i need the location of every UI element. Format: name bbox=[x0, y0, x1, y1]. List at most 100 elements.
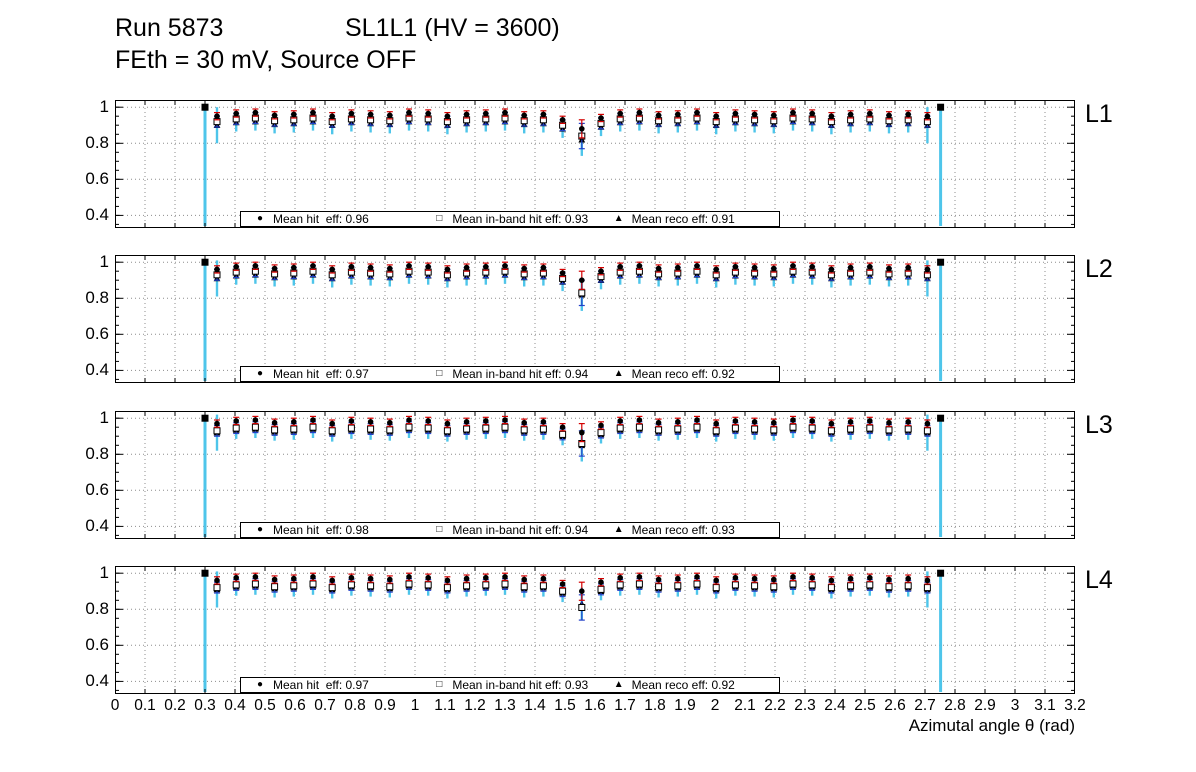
legend-label: Mean reco eff: 0.92 bbox=[631, 367, 735, 381]
legend-label: Mean hit eff: 0.97 bbox=[273, 367, 369, 381]
open-square-icon: □ bbox=[436, 524, 443, 535]
legend-entry: ● Mean hit eff: 0.97 bbox=[241, 367, 420, 381]
y-tick-label: 0.6 bbox=[85, 169, 109, 188]
legend-label: Mean in-band hit eff: 0.93 bbox=[452, 212, 589, 226]
x-tick-label: 0.5 bbox=[254, 697, 276, 714]
y-tick-label: 0.6 bbox=[85, 480, 109, 499]
panel-label-l1: L1 bbox=[1085, 100, 1113, 128]
y-tick-label: 0.4 bbox=[85, 360, 109, 379]
x-tick-label: 0.1 bbox=[134, 697, 156, 714]
x-tick-label: 1.8 bbox=[644, 697, 666, 714]
x-tick-label: 3 bbox=[1010, 697, 1020, 714]
open-square-icon: □ bbox=[436, 213, 443, 224]
efficiency-panel-l4: 1 0.8 0.6 0.4 ● Mean hit eff: 0.97 □ Mean … bbox=[85, 563, 1113, 694]
y-tick-label: 0.6 bbox=[85, 635, 109, 654]
title-chamber: SL1L1 (HV = 3600) bbox=[345, 14, 560, 42]
x-tick-label: 1 bbox=[410, 697, 420, 714]
y-tick-label: 0.4 bbox=[85, 516, 109, 535]
x-tick-label: 2.6 bbox=[884, 697, 906, 714]
y-tick-label: 0.4 bbox=[85, 205, 109, 224]
x-tick-label: 2.1 bbox=[734, 697, 756, 714]
x-tick-label: 2.4 bbox=[824, 697, 846, 714]
legend-l4: ● Mean hit eff: 0.97 □ Mean in-band hit ef… bbox=[240, 677, 780, 693]
legend-entry: □ Mean in-band hit eff: 0.93 bbox=[420, 212, 599, 226]
filled-triangle-icon: ▲ bbox=[613, 524, 624, 535]
x-tick-label: 0.2 bbox=[164, 697, 186, 714]
efficiency-panel-l2: 1 0.8 0.6 0.4 ● Mean hit eff: 0.97 □ Mean … bbox=[85, 252, 1113, 383]
filled-triangle-icon: ▲ bbox=[613, 213, 624, 224]
y-tick-label: 0.8 bbox=[85, 288, 109, 307]
efficiency-panel-l1: 1 0.8 0.6 0.4 ● Mean hit eff: 0.96 □ Mean … bbox=[85, 97, 1113, 228]
y-tick-label: 0.6 bbox=[85, 324, 109, 343]
panel-label-l2: L2 bbox=[1085, 255, 1113, 283]
legend-entry: ▲ Mean reco eff: 0.93 bbox=[600, 523, 779, 537]
x-tick-label: 1.9 bbox=[674, 697, 696, 714]
legend-entry: ▲ Mean reco eff: 0.92 bbox=[600, 678, 779, 692]
x-tick-label: 1.6 bbox=[584, 697, 606, 714]
plot-area-l4 bbox=[115, 566, 1075, 694]
legend-entry: ▲ Mean reco eff: 0.91 bbox=[600, 212, 779, 226]
legend-label: Mean reco eff: 0.92 bbox=[631, 678, 735, 692]
legend-label: Mean in-band hit eff: 0.94 bbox=[452, 523, 589, 537]
legend-l2: ● Mean hit eff: 0.97 □ Mean in-band hit ef… bbox=[240, 366, 780, 382]
filled-triangle-icon: ▲ bbox=[613, 679, 624, 690]
plot-area-l3 bbox=[115, 411, 1075, 539]
x-tick-label: 2.5 bbox=[854, 697, 876, 714]
legend-entry: ▲ Mean reco eff: 0.92 bbox=[600, 367, 779, 381]
legend-label: Mean reco eff: 0.91 bbox=[631, 212, 735, 226]
y-tick-label: 1 bbox=[99, 97, 109, 116]
x-tick-label: 0.7 bbox=[314, 697, 336, 714]
efficiency-panel-l3: 1 0.8 0.6 0.4 ● Mean hit eff: 0.98 □ Mean … bbox=[85, 408, 1113, 539]
x-tick-label: 1.2 bbox=[464, 697, 486, 714]
x-tick-label: 2.7 bbox=[914, 697, 936, 714]
x-tick-label: 2.8 bbox=[944, 697, 966, 714]
legend-entry: ● Mean hit eff: 0.96 bbox=[241, 212, 420, 226]
x-tick-label: 0.6 bbox=[284, 697, 306, 714]
x-tick-label: 3.2 bbox=[1064, 697, 1086, 714]
filled-circle-icon: ● bbox=[256, 679, 264, 690]
x-tick-label: 1.4 bbox=[524, 697, 546, 714]
y-tick-label: 0.4 bbox=[85, 671, 109, 690]
legend-label: Mean hit eff: 0.97 bbox=[273, 678, 369, 692]
x-tick-label: 1.3 bbox=[494, 697, 516, 714]
y-tick-label: 1 bbox=[99, 252, 109, 271]
x-tick-label: 3.1 bbox=[1034, 697, 1056, 714]
x-tick-label: 2.3 bbox=[794, 697, 816, 714]
plot-area-l2 bbox=[115, 255, 1075, 383]
legend-l3: ● Mean hit eff: 0.98 □ Mean in-band hit ef… bbox=[240, 522, 780, 538]
filled-circle-icon: ● bbox=[256, 524, 264, 535]
x-tick-label: 0.4 bbox=[224, 697, 246, 714]
x-tick-label: 2 bbox=[710, 697, 720, 714]
x-tick-label: 1.5 bbox=[554, 697, 576, 714]
y-tick-label: 1 bbox=[99, 408, 109, 427]
filled-triangle-icon: ▲ bbox=[613, 368, 624, 379]
y-tick-label: 1 bbox=[99, 563, 109, 582]
y-tick-label: 0.8 bbox=[85, 133, 109, 152]
open-square-icon: □ bbox=[436, 679, 443, 690]
legend-label: Mean hit eff: 0.98 bbox=[273, 523, 369, 537]
filled-circle-icon: ● bbox=[256, 213, 264, 224]
x-tick-label: 2.9 bbox=[974, 697, 996, 714]
panel-label-l3: L3 bbox=[1085, 411, 1113, 439]
title-conditions: FEth = 30 mV, Source OFF bbox=[115, 46, 417, 74]
x-tick-label: 0 bbox=[110, 697, 120, 714]
legend-label: Mean hit eff: 0.96 bbox=[273, 212, 369, 226]
y-tick-label: 0.8 bbox=[85, 444, 109, 463]
x-tick-label: 1.1 bbox=[434, 697, 456, 714]
legend-label: Mean reco eff: 0.93 bbox=[631, 523, 735, 537]
plot-area-l1 bbox=[115, 100, 1075, 228]
legend-entry: □ Mean in-band hit eff: 0.94 bbox=[420, 523, 599, 537]
x-tick-label: 0.3 bbox=[194, 697, 216, 714]
legend-entry: □ Mean in-band hit eff: 0.93 bbox=[420, 678, 599, 692]
legend-entry: □ Mean in-band hit eff: 0.94 bbox=[420, 367, 599, 381]
panel-label-l4: L4 bbox=[1085, 566, 1113, 594]
x-axis-labels: 0 0.1 0.2 0.3 0.4 0.5 0.6 0.7 0.8 0.9 1 1.1 1.2 1.3 1.… bbox=[111, 697, 1086, 715]
legend-label: Mean in-band hit eff: 0.93 bbox=[452, 678, 589, 692]
legend-entry: ● Mean hit eff: 0.97 bbox=[241, 678, 420, 692]
x-axis-title: Azimutal angle θ (rad) bbox=[908, 716, 1075, 735]
open-square-icon: □ bbox=[436, 368, 443, 379]
x-tick-label: 0.9 bbox=[374, 697, 396, 714]
filled-circle-icon: ● bbox=[256, 368, 264, 379]
x-tick-label: 1.7 bbox=[614, 697, 636, 714]
